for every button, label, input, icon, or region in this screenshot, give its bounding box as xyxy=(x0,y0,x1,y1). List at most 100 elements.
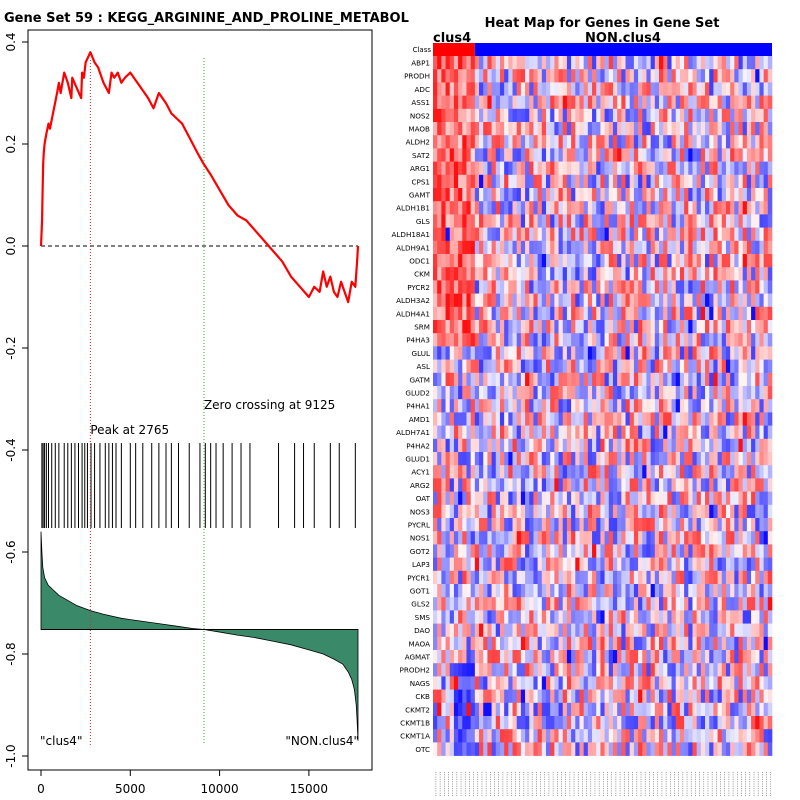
heatmap-cell xyxy=(437,320,442,334)
heatmap-cell xyxy=(449,557,455,572)
heatmap-cell xyxy=(470,504,476,519)
heatmap-cell xyxy=(612,95,618,110)
heatmap-cell xyxy=(466,82,471,96)
heatmap-cell xyxy=(499,518,505,532)
heatmap-cell xyxy=(554,623,559,638)
heatmap-cell xyxy=(550,623,555,638)
heatmap-cell xyxy=(516,148,522,162)
heatmap-cell xyxy=(650,346,656,360)
heatmap-cell xyxy=(508,240,513,255)
y-tick-label: -1.0 xyxy=(4,744,18,767)
heatmap-cell xyxy=(717,676,723,690)
heatmap-cell xyxy=(663,425,668,440)
heatmap-cell xyxy=(566,425,572,440)
heatmap-cell xyxy=(638,135,643,149)
heatmap-cell xyxy=(608,729,614,743)
heatmap-cell xyxy=(525,491,530,506)
heatmap-cell xyxy=(633,306,639,321)
heatmap-cell xyxy=(604,293,610,308)
heatmap-cell xyxy=(512,69,518,83)
heatmap-cell xyxy=(751,412,756,426)
heatmap-cell xyxy=(755,702,760,717)
heatmap-cell xyxy=(558,544,564,558)
gene-label: GOT2 xyxy=(410,547,430,556)
heatmap-cell xyxy=(596,544,601,558)
heatmap-cell xyxy=(516,108,522,123)
heatmap-cell xyxy=(734,293,739,308)
heatmap-cell xyxy=(437,623,442,638)
heatmap-cell xyxy=(583,676,589,690)
heatmap-cell xyxy=(742,597,748,611)
heatmap-cell xyxy=(617,399,622,413)
heatmap-cell xyxy=(617,729,622,743)
heatmap-cell xyxy=(495,650,501,664)
heatmap-cell xyxy=(746,689,752,704)
heatmap-cell xyxy=(587,676,593,690)
heatmap-cell xyxy=(608,201,614,215)
heatmap-cell xyxy=(671,386,677,400)
heatmap-cell xyxy=(600,557,605,572)
heatmap-cell xyxy=(453,425,459,440)
heatmap-cell xyxy=(546,227,551,242)
heatmap-cell xyxy=(688,438,693,453)
heatmap-cell xyxy=(721,108,727,123)
heatmap-cell xyxy=(491,320,497,334)
heatmap-cell xyxy=(571,570,576,585)
heatmap-cell xyxy=(541,518,547,532)
heatmap-cell xyxy=(596,161,601,176)
heatmap-cell xyxy=(646,95,651,110)
heatmap-cell xyxy=(608,69,614,83)
heatmap-cell xyxy=(504,82,509,96)
heatmap-cell xyxy=(604,742,610,756)
heatmap-cell xyxy=(738,412,744,426)
heatmap-cell xyxy=(525,214,530,228)
heatmap-cell xyxy=(441,663,446,677)
heatmap-cell xyxy=(520,108,526,123)
heatmap-cell xyxy=(742,610,748,624)
heatmap-cell xyxy=(491,557,497,572)
heatmap-cell xyxy=(592,478,597,492)
heatmap-cell xyxy=(767,306,773,321)
heatmap-cell xyxy=(466,280,471,294)
heatmap-cell xyxy=(550,491,555,506)
heatmap-cell xyxy=(483,399,488,413)
heatmap-cell xyxy=(633,676,639,690)
heatmap-cell xyxy=(763,438,769,453)
heatmap-cell xyxy=(638,267,643,281)
heatmap-cell xyxy=(449,584,455,598)
heatmap-cell xyxy=(675,438,681,453)
ranked-metric-fill xyxy=(40,531,359,741)
heatmap-cell xyxy=(546,491,551,506)
heatmap-cell xyxy=(625,570,631,585)
heatmap-cell xyxy=(621,716,626,730)
heatmap-cell xyxy=(474,306,480,321)
heatmap-cell xyxy=(533,372,538,387)
heatmap-cell xyxy=(546,161,551,176)
heatmap-cell xyxy=(671,412,677,426)
heatmap-cell xyxy=(470,161,476,176)
heatmap-cell xyxy=(491,135,497,149)
heatmap-cell xyxy=(587,122,593,136)
heatmap-cell xyxy=(579,689,584,704)
heatmap-cell xyxy=(592,56,597,70)
heatmap-cell xyxy=(767,557,773,572)
heatmap-cell xyxy=(445,491,451,506)
heatmap-cell xyxy=(625,135,631,149)
heatmap-cell xyxy=(717,531,723,545)
heatmap-cell xyxy=(495,293,501,308)
heatmap-cell xyxy=(742,320,748,334)
heatmap-cell xyxy=(579,544,584,558)
heatmap-cell xyxy=(759,452,764,466)
heatmap-cell xyxy=(759,663,764,677)
heatmap-cell xyxy=(638,676,643,690)
heatmap-cell xyxy=(562,689,568,704)
heatmap-cell xyxy=(592,82,597,96)
heatmap-cell xyxy=(604,504,610,519)
heatmap-cell xyxy=(755,188,760,202)
heatmap-cell xyxy=(646,452,651,466)
heatmap-cell xyxy=(470,702,476,717)
heatmap-cell xyxy=(529,491,534,506)
heatmap-cell xyxy=(546,333,551,347)
heatmap-cell xyxy=(759,161,764,176)
heatmap-cell xyxy=(654,478,660,492)
